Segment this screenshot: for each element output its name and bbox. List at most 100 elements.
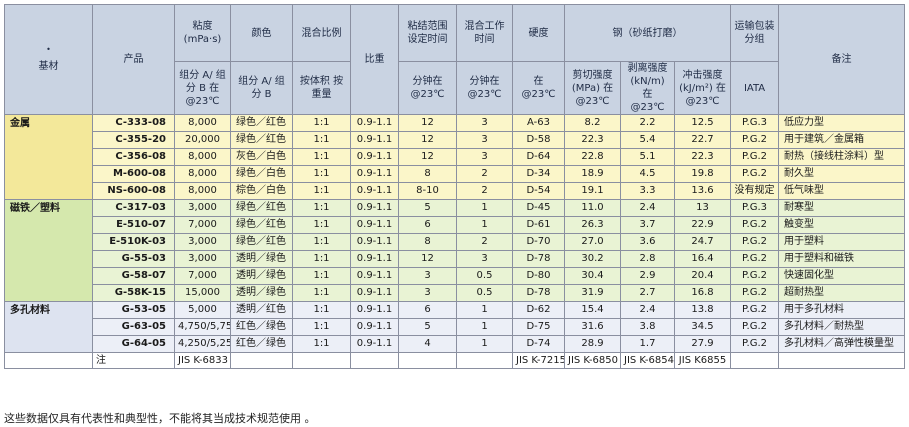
iata-cell: P.G.2 (730, 148, 780, 166)
hardness-cell: D-70 (512, 233, 565, 251)
color-subheader: 组分 A/ 组分 B (230, 61, 293, 115)
work-time-cell: 2 (456, 165, 513, 183)
ratio-cell: 0.9-1.1 (350, 131, 399, 149)
work-time-cell: 3 (456, 114, 513, 132)
work-time-subheader: 分钟在 @23℃ (456, 61, 513, 115)
note-shear-standard: JIS K-6850 (564, 352, 621, 369)
work-time-cell: 1 (456, 216, 513, 234)
work-time-cell: 0.5 (456, 284, 513, 302)
work-time-cell: 3 (456, 148, 513, 166)
iata-cell: P.G.2 (730, 165, 780, 183)
viscosity-cell: 20,000 (174, 131, 231, 149)
viscosity-cell: 7,000 (174, 216, 231, 234)
setting-time-cell: 8-10 (398, 182, 457, 200)
iata-cell: P.G.3 (730, 114, 780, 132)
mix-ratio-header: 混合比例 (292, 4, 351, 62)
color-cell: 绿色／红色 (230, 199, 293, 217)
transport-header: 运输包装 分组 (730, 4, 780, 62)
mix-ratio-cell: 1:1 (292, 250, 351, 268)
shear-cell: 31.6 (564, 318, 621, 336)
impact-cell: 22.3 (673, 148, 732, 166)
work-time-cell: 1 (456, 318, 513, 336)
transport-subheader: IATA (730, 61, 780, 115)
peel-cell: 2.8 (620, 250, 675, 268)
product-cell: E-510K-03 (92, 233, 175, 251)
impact-cell: 13.8 (673, 301, 732, 319)
work-time-cell: 1 (456, 301, 513, 319)
note-hardness-standard: JIS K-7215 (512, 352, 565, 369)
hardness-cell: D-45 (512, 199, 565, 217)
remark-cell: 快速固化型 (778, 267, 906, 285)
shear-cell: 31.9 (564, 284, 621, 302)
viscosity-cell: 3,000 (174, 233, 231, 251)
setting-time-cell: 12 (398, 131, 457, 149)
iata-cell: P.G.2 (730, 250, 780, 268)
remark-cell: 低应力型 (778, 114, 906, 132)
remark-cell: 用于塑料 (778, 233, 906, 251)
shear-cell: 22.8 (564, 148, 621, 166)
note-empty-cell (778, 352, 906, 369)
table-row: E-510K-03 3,000 绿色／红色 1:1 0.9-1.1 8 2 D-70 27.0 3… (5, 233, 906, 251)
work-time-cell: 1 (456, 199, 513, 217)
work-time-cell: 3 (456, 250, 513, 268)
note-peel-standard: JIS K-6854 (620, 352, 675, 369)
shear-cell: 27.0 (564, 233, 621, 251)
color-header: 颜色 (230, 4, 293, 62)
product-cell: M-600-08 (92, 165, 175, 183)
shear-cell: 18.9 (564, 165, 621, 183)
peel-cell: 2.2 (620, 114, 675, 132)
mix-ratio-cell: 1:1 (292, 182, 351, 200)
impact-cell: 12.5 (673, 114, 732, 132)
table-row: M-600-08 8,000 绿色／白色 1:1 0.9-1.1 8 2 D-34 18.9 4.… (5, 165, 906, 183)
ratio-cell: 0.9-1.1 (350, 250, 399, 268)
mix-ratio-cell: 1:1 (292, 165, 351, 183)
shear-cell: 30.4 (564, 267, 621, 285)
work-time-cell: 1 (456, 335, 513, 353)
viscosity-cell: 8,000 (174, 165, 231, 183)
hardness-cell: D-62 (512, 301, 565, 319)
note-empty-cell (456, 352, 513, 369)
impact-cell: 27.9 (673, 335, 732, 353)
ratio-cell: 0.9-1.1 (350, 284, 399, 302)
substrate-group-label: 多孔材料 (4, 301, 93, 353)
mix-ratio-cell: 1:1 (292, 233, 351, 251)
viscosity-header: 粘度 (mPa·s) (174, 4, 231, 62)
ratio-cell: 0.9-1.1 (350, 199, 399, 217)
remark-cell: 超耐热型 (778, 284, 906, 302)
note-empty-cell (230, 352, 293, 369)
iata-cell: P.G.2 (730, 267, 780, 285)
peel-cell: 4.5 (620, 165, 675, 183)
peel-cell: 2.9 (620, 267, 675, 285)
impact-cell: 24.7 (673, 233, 732, 251)
setting-time-cell: 12 (398, 148, 457, 166)
product-cell: E-510-07 (92, 216, 175, 234)
peel-cell: 3.8 (620, 318, 675, 336)
impact-cell: 13.6 (673, 182, 732, 200)
color-cell: 绿色／白色 (230, 165, 293, 183)
mix-ratio-cell: 1:1 (292, 335, 351, 353)
table-row: 多孔材料 G-53-05 5,000 透明／红色 1:1 0.9-1.1 6 1 D-62 15.… (4, 301, 906, 353)
hardness-cell: D-78 (512, 250, 565, 268)
iata-cell: P.G.2 (730, 301, 780, 319)
remark-cell: 低气味型 (778, 182, 906, 200)
viscosity-cell: 8,000 (174, 114, 231, 132)
setting-time-cell: 6 (398, 301, 457, 319)
impact-cell: 19.8 (673, 165, 732, 183)
color-cell: 绿色／红色 (230, 114, 293, 132)
hardness-cell: D-61 (512, 216, 565, 234)
substrate-group-label: 金属 (4, 114, 93, 200)
setting-time-subheader: 分钟在 @23℃ (398, 61, 457, 115)
impact-cell: 16.8 (673, 284, 732, 302)
adhesive-spec-table: • 基材 产品 粘度 (mPa·s) 颜色 混合比例 比重 粘结范围 设定时间 … (4, 4, 906, 369)
impact-header: 冲击强度 (kJ/m²) 在 @23℃ (673, 61, 732, 115)
note-label: 注 (92, 352, 175, 369)
substrate-header: • 基材 (4, 4, 93, 115)
iata-cell: P.G.2 (730, 284, 780, 302)
setting-time-cell: 4 (398, 335, 457, 353)
setting-time-cell: 8 (398, 165, 457, 183)
impact-cell: 34.5 (673, 318, 732, 336)
shear-cell: 22.3 (564, 131, 621, 149)
remark-cell: 耐寒型 (778, 199, 906, 217)
viscosity-cell: 8,000 (174, 182, 231, 200)
work-time-cell: 2 (456, 182, 513, 200)
